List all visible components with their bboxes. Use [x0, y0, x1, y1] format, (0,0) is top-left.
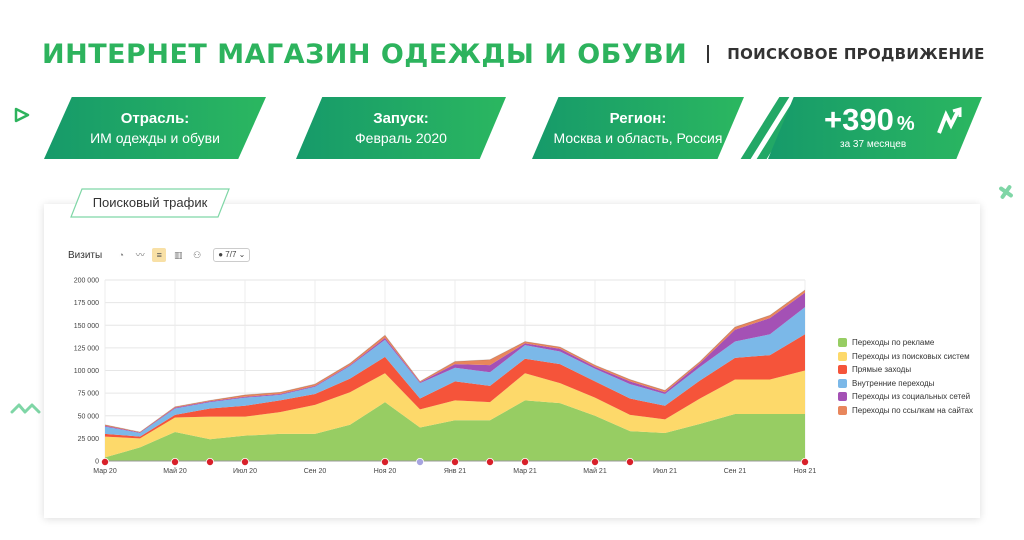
x-tick-label: Ноя 20 — [374, 468, 397, 475]
stacked-area-icon[interactable]: ≡ — [152, 248, 167, 262]
card-launch: Запуск: Февраль 2020 — [296, 97, 506, 159]
legend-label: Переходы из социальных сетей — [852, 392, 971, 402]
legend-label: Переходы по рекламе — [852, 338, 935, 348]
card-industry-label: Отрасль: — [120, 109, 190, 127]
y-tick-label: 125 000 — [74, 345, 99, 352]
annotation-marker-icon[interactable] — [801, 457, 810, 466]
play-triangle-icon — [14, 107, 30, 123]
legend-label: Переходы из поисковых систем — [852, 351, 970, 361]
area-top-outline — [104, 289, 806, 433]
person-icon[interactable]: ⚇ — [193, 250, 202, 260]
x-tick-label: Июл 20 — [233, 468, 257, 475]
chart-toolbar: Визиты ◔ 〰 ≡ ▥ ⚇ ● 7/7 ⌄ — [68, 246, 251, 264]
bar-chart-icon[interactable]: ▥ — [173, 250, 183, 260]
y-tick-label: 150 000 — [74, 323, 99, 330]
annotation-marker-icon[interactable] — [415, 457, 424, 466]
growth-caption: за 37 месяцев — [840, 139, 907, 150]
legend-item[interactable]: Внутренние переходы — [838, 377, 973, 391]
annotation-marker-icon[interactable] — [171, 457, 180, 466]
legend-item[interactable]: Переходы по рекламе — [838, 336, 973, 350]
chevron-down-icon: ⌄ — [238, 250, 246, 259]
annotation-marker-icon[interactable] — [240, 457, 249, 466]
legend-swatch — [838, 378, 847, 388]
legend-item[interactable]: Переходы из социальных сетей — [838, 390, 973, 404]
x-tick-label: Мар 20 — [93, 468, 117, 475]
y-tick-label: 0 — [95, 459, 99, 466]
tab-search-traffic[interactable]: Поисковый трафик — [70, 188, 230, 218]
chart-legend: Переходы по рекламе Переходы из поисковы… — [838, 336, 973, 417]
legend-swatch — [838, 338, 847, 348]
legend-item[interactable]: Переходы по ссылкам на сайтах — [838, 404, 973, 418]
y-tick-label: 200 000 — [74, 278, 99, 285]
area-series[interactable] — [105, 370, 805, 458]
legend-label: Внутренние переходы — [852, 378, 935, 388]
x-tick-label: Июл 21 — [653, 468, 677, 475]
pie-chart-icon[interactable]: ◔ — [118, 250, 124, 260]
x-tick-label: Мар 21 — [513, 468, 537, 475]
y-tick-label: 75 000 — [78, 391, 100, 398]
card-launch-value: Февраль 2020 — [355, 129, 447, 146]
traffic-area-chart: 0 25 000 50 000 75 000 100 000 125 000 150 000… — [74, 278, 817, 476]
card-industry-value: ИМ одежды и обуви — [90, 129, 220, 146]
y-tick-label: 25 000 — [78, 436, 100, 443]
growth-card: +390% за 37 месяцев — [768, 97, 982, 159]
annotation-marker-icon[interactable] — [591, 457, 600, 466]
annotation-marker-icon[interactable] — [101, 457, 110, 466]
x-tick-label: Сен 20 — [304, 468, 327, 475]
tab-search-traffic-label: Поисковый трафик — [92, 195, 208, 210]
header: ИНТЕРНЕТ МАГАЗИН ОДЕЖДЫ И ОБУВИ ПОИСКОВО… — [42, 34, 985, 74]
metric-label: Визиты — [68, 249, 103, 261]
period-select[interactable]: ● 7/7 ⌄ — [213, 248, 251, 262]
line-chart-icon[interactable]: 〰 — [135, 250, 145, 260]
page-subtitle: ПОИСКОВОЕ ПРОДВИЖЕНИЕ — [727, 45, 985, 63]
tab-search-traffic-shape — [70, 188, 230, 218]
growth-value: +390% — [824, 101, 915, 143]
y-tick-label: 50 000 — [78, 413, 100, 420]
y-tick-label: 100 000 — [74, 368, 99, 375]
card-region-value: Москва и область, Россия — [553, 129, 723, 146]
card-launch-label: Запуск: — [373, 109, 429, 127]
x-tick-label: Янв 21 — [444, 468, 466, 475]
card-region: Регион: Москва и область, Россия — [532, 97, 744, 159]
annotation-marker-icon[interactable] — [485, 457, 494, 466]
growth-number: +390 — [824, 102, 894, 137]
comment-icon: ● — [218, 250, 224, 259]
card-region-label: Регион: — [609, 109, 667, 127]
annotation-marker-icon[interactable] — [205, 457, 214, 466]
legend-swatch — [838, 392, 847, 402]
legend-label: Прямые заходы — [852, 365, 912, 375]
legend-swatch — [838, 405, 847, 415]
y-tick-label: 175 000 — [74, 300, 99, 307]
annotation-marker-icon[interactable] — [626, 457, 635, 466]
x-tick-label: Май 20 — [163, 467, 187, 475]
annotation-marker-icon[interactable] — [520, 457, 529, 466]
period-select-value: 7/7 — [225, 250, 237, 259]
area-series[interactable] — [105, 334, 805, 439]
x-tick-label: Ноя 21 — [794, 468, 817, 475]
annotation-marker-icon[interactable] — [450, 457, 459, 466]
page-title: ИНТЕРНЕТ МАГАЗИН ОДЕЖДЫ И ОБУВИ — [42, 38, 688, 70]
growth-arrow-icon — [937, 107, 962, 134]
card-industry: Отрасль: ИМ одежды и обуви — [44, 97, 266, 159]
area-series[interactable] — [105, 307, 805, 437]
x-tick-label: Май 21 — [583, 467, 607, 475]
growth-unit: % — [896, 113, 915, 135]
annotation-marker-icon[interactable] — [380, 457, 389, 466]
legend-item[interactable]: Прямые заходы — [838, 363, 973, 377]
legend-label: Переходы по ссылкам на сайтах — [852, 405, 974, 415]
legend-swatch — [838, 365, 847, 375]
cross-deco-icon — [999, 185, 1013, 199]
area-series[interactable] — [105, 400, 805, 461]
title-divider — [707, 45, 710, 63]
legend-swatch — [838, 351, 847, 361]
legend-item[interactable]: Переходы из поисковых систем — [838, 350, 973, 364]
x-tick-label: Сен 21 — [724, 468, 747, 475]
zigzag-deco-icon — [10, 403, 41, 414]
